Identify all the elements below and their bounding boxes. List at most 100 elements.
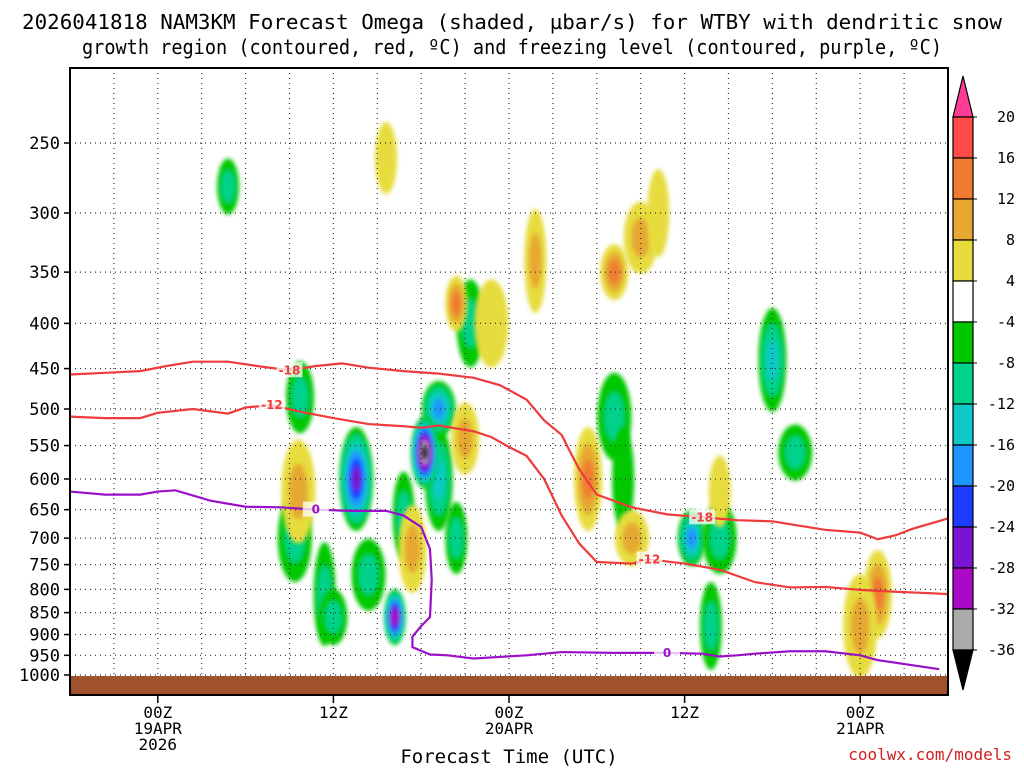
colorbar-label: -24 xyxy=(988,518,1015,536)
contour-label-bg xyxy=(636,551,663,567)
colorbar-box xyxy=(952,567,974,610)
colorbar-box xyxy=(952,485,974,528)
colorbar-label: 12 xyxy=(997,190,1015,208)
omega-cell xyxy=(375,122,398,195)
colorbar: 20 16 12 8 4 -4 -8 -12 -16 -20 -24 -28 -32 -36 xyxy=(952,75,1015,691)
contour-label-bg xyxy=(258,397,285,413)
colorbar-label: 20 xyxy=(997,108,1015,126)
colorbar-box xyxy=(952,321,974,364)
omega-cell xyxy=(319,589,348,646)
omega-cell xyxy=(286,361,315,434)
y-tick-label: 950 xyxy=(29,646,60,666)
colorbar-label: -28 xyxy=(988,559,1015,577)
colorbar-label: -4 xyxy=(997,313,1015,331)
chart-title-line1: 2026041818 NAM3KM Forecast Omega (shaded… xyxy=(22,10,1003,34)
contour-label-bg xyxy=(302,501,329,517)
omega-cell xyxy=(339,426,374,531)
y-tick-label: 850 xyxy=(29,604,60,624)
temperature-contours: -18 -18 -12 -12 0 0 xyxy=(70,360,948,671)
y-tick-label: 450 xyxy=(29,360,60,380)
omega-cell xyxy=(474,279,509,368)
omega-cell xyxy=(524,208,547,313)
x-tick-label: 00Z xyxy=(495,703,524,722)
x-tick-label: 2026 xyxy=(139,735,178,754)
y-tick-label: 1000 xyxy=(19,666,60,686)
colorbar-label: -16 xyxy=(988,436,1015,454)
x-tick-label: 21APR xyxy=(836,719,885,738)
omega-cell xyxy=(217,158,240,215)
colorbar-box xyxy=(952,444,974,487)
y-tick-label: 550 xyxy=(29,437,60,457)
omega-cell xyxy=(445,502,468,575)
contour-label-bg xyxy=(276,362,303,378)
contour-label: -18 xyxy=(279,363,301,377)
colorbar-box xyxy=(952,198,974,241)
omega-cell xyxy=(778,424,813,481)
y-axis: 2503003504004505005506006507007508008509… xyxy=(19,134,70,686)
omega-cell xyxy=(398,504,427,593)
x-axis-label: Forecast Time (UTC) xyxy=(400,746,617,768)
contour-label-bg xyxy=(689,509,716,525)
colorbar-box xyxy=(952,157,974,200)
contour-label: 0 xyxy=(312,503,320,517)
contour-line xyxy=(70,360,948,541)
colorbar-label: 4 xyxy=(1006,272,1015,290)
x-tick-label: 20APR xyxy=(485,719,534,738)
colorbar-label: -32 xyxy=(988,600,1015,618)
credit-text: coolwx.com/models xyxy=(848,745,1012,764)
colorbar-box xyxy=(952,403,974,446)
contour-line xyxy=(70,404,948,596)
y-tick-label: 800 xyxy=(29,580,60,600)
colorbar-label: -20 xyxy=(988,477,1015,495)
colorbar-label: -8 xyxy=(997,354,1015,372)
colorbar-box xyxy=(952,526,974,569)
colorbar-label: -12 xyxy=(988,395,1015,413)
contour-label: -12 xyxy=(261,398,283,412)
y-tick-label: 500 xyxy=(29,400,60,420)
y-tick-label: 350 xyxy=(29,263,60,283)
y-tick-label: 700 xyxy=(29,529,60,549)
x-tick-label: 12Z xyxy=(670,703,699,722)
contour-label: -18 xyxy=(691,510,713,524)
omega-cell xyxy=(574,426,603,531)
contour-label: 0 xyxy=(663,646,671,660)
y-tick-label: 400 xyxy=(29,314,60,334)
omega-cell xyxy=(843,573,878,678)
colorbar-box xyxy=(952,608,974,651)
omega-shading xyxy=(217,122,892,678)
y-tick-label: 600 xyxy=(29,470,60,490)
x-tick-label: 00Z xyxy=(846,703,875,722)
omega-cell xyxy=(383,589,406,646)
omega-cell xyxy=(445,275,468,332)
contour-label: -12 xyxy=(639,552,661,566)
omega-cell xyxy=(758,307,787,412)
colorbar-box xyxy=(952,116,974,159)
chart-title-line2: growth region (contoured, red, ºC) and f… xyxy=(82,35,942,59)
colorbar-arrow-bottom xyxy=(952,649,974,691)
omega-cell xyxy=(600,244,629,301)
y-tick-label: 300 xyxy=(29,204,60,224)
colorbar-label: 8 xyxy=(1006,231,1015,249)
contour-line xyxy=(70,489,940,671)
x-tick-label: 00Z xyxy=(143,703,172,722)
x-tick-label: 12Z xyxy=(319,703,348,722)
colorbar-label: -36 xyxy=(988,641,1015,659)
y-tick-label: 650 xyxy=(29,501,60,521)
plot-background xyxy=(70,68,948,695)
omega-cell xyxy=(281,439,316,544)
contour-label-bg xyxy=(654,644,681,660)
y-tick-label: 900 xyxy=(29,626,60,646)
colorbar-arrow-top xyxy=(952,75,974,118)
omega-cell xyxy=(410,416,439,489)
omega-cell xyxy=(699,581,722,670)
omega-cell xyxy=(647,168,670,257)
x-tick-label: 19APR xyxy=(134,719,183,738)
colorbar-box xyxy=(952,362,974,405)
ground-band xyxy=(70,676,948,695)
omega-cell xyxy=(351,538,386,611)
y-tick-label: 750 xyxy=(29,556,60,576)
colorbar-box xyxy=(952,280,974,323)
colorbar-label: 16 xyxy=(997,149,1015,167)
